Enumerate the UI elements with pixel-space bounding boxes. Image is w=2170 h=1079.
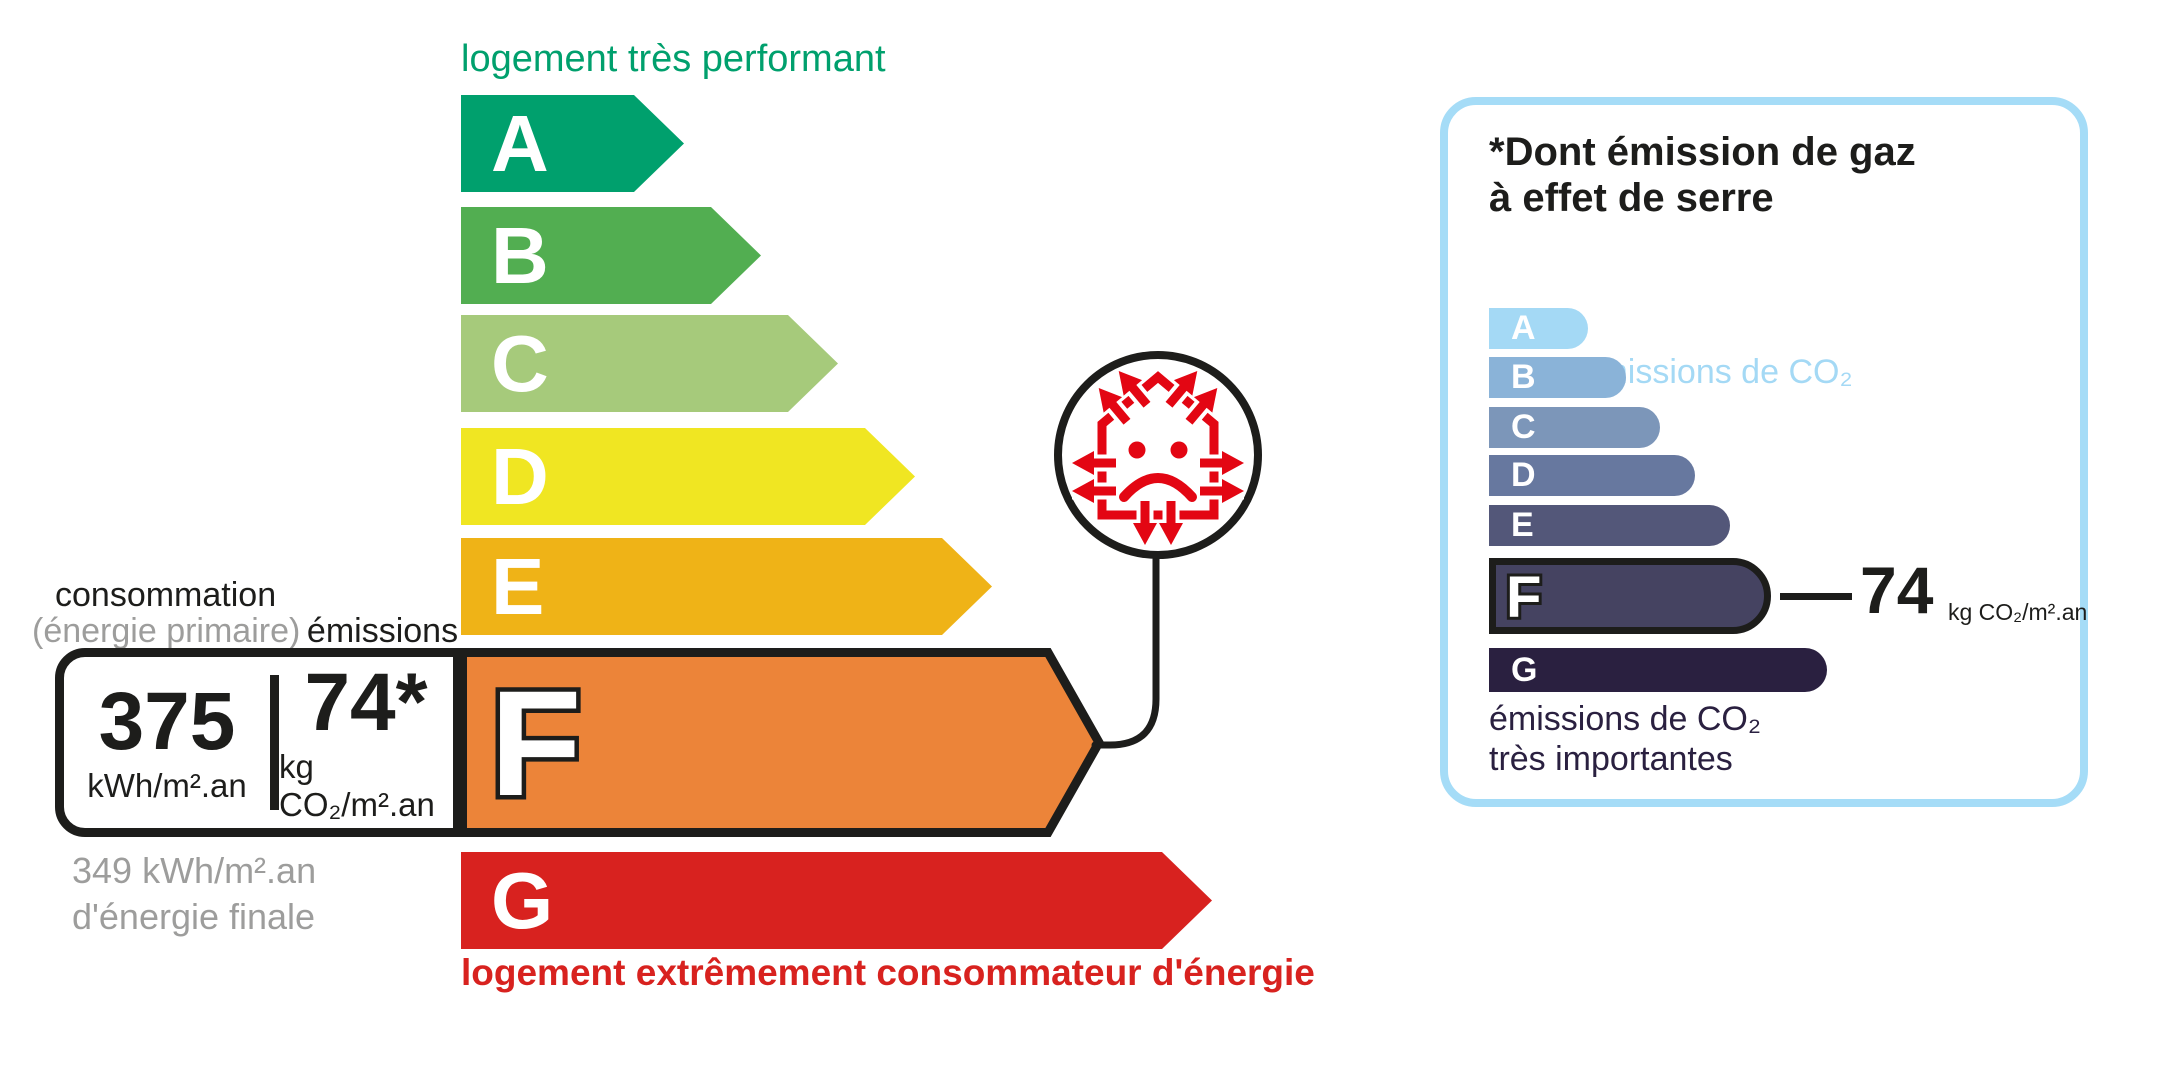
heat-loss-arrows [1072, 365, 1244, 545]
co2-bar-b: B [1489, 357, 1626, 398]
emissions-header: émissions [306, 612, 459, 650]
energy-arrow-e-letter: E [491, 542, 545, 631]
energy-arrow-a-letter: A [491, 99, 549, 188]
energy-arrow-d-letter: D [491, 432, 549, 521]
energy-arrow-f-letter: F [490, 659, 582, 827]
co2-bar-f-letter: F [1506, 565, 1541, 627]
consumption-header: consommation [55, 576, 277, 614]
energy-arrow-c-letter: C [491, 319, 549, 408]
energy-arrow-b: B [461, 207, 761, 304]
co2-bar-e: E [1489, 505, 1730, 546]
final-energy-note: 349 kWh/m².an d'énergie finale [72, 850, 317, 938]
energy-arrow-d: D [461, 428, 915, 525]
energy-loss-house-icon [1054, 351, 1262, 749]
emissions-value: 74* [304, 656, 428, 748]
co2-bar-e-letter: E [1511, 506, 1534, 544]
energy-arrow-c: C [461, 315, 838, 412]
co2-bar-g-letter: G [1511, 651, 1538, 689]
left-eye [1128, 441, 1146, 459]
co2-bar-d: D [1489, 455, 1695, 496]
sad-face [1119, 441, 1197, 502]
co2-bar-g: G [1489, 648, 1827, 692]
co2-bar-a: A [1489, 308, 1588, 349]
co2-bar-c-letter: C [1511, 408, 1536, 446]
bottom-performance-label: logement extrêmement consommateur d'éner… [461, 952, 1315, 993]
emissions-unit: kg CO₂/m².an [279, 747, 435, 823]
co2-bar-a-letter: A [1511, 309, 1536, 347]
value-box-divider [270, 675, 279, 810]
co2-high-label: émissions de CO₂ très importantes [1489, 700, 1762, 779]
house-outline [1097, 371, 1219, 520]
energy-arrow-f-shape [458, 648, 1105, 837]
energy-arrow-b-letter: B [491, 211, 549, 300]
co2-emissions-panel: *Dont émission de gaz à effet de serre p… [1440, 97, 2088, 807]
consumption-cell: 375 kWh/m².an [64, 657, 270, 828]
energy-arrow-f: F [458, 648, 1105, 837]
top-performance-label: logement très performant [461, 38, 886, 80]
badge-connector-line [1091, 555, 1160, 749]
sad-house [1072, 365, 1244, 545]
primary-energy-header: (énergie primaire) [32, 612, 301, 650]
consumption-unit: kWh/m².an [87, 766, 247, 804]
co2-bar-c: C [1489, 407, 1660, 448]
co2-panel-title: *Dont émission de gaz à effet de serre [1489, 130, 1916, 220]
consumption-value: 375 [98, 675, 236, 767]
energy-arrow-e: E [461, 538, 992, 635]
frown-mouth [1119, 473, 1197, 502]
right-eye [1170, 441, 1188, 459]
co2-value: 74 [1860, 553, 1934, 627]
co2-bar-f-letter-svg: F [1503, 562, 1544, 633]
energy-arrow-a: A [461, 95, 684, 192]
rating-value-box: 375 kWh/m².an 74* kg CO₂/m².an [55, 648, 462, 837]
co2-bar-d-letter: D [1511, 456, 1536, 494]
emissions-cell: 74* kg CO₂/m².an [279, 657, 453, 828]
energy-arrow-g: G [461, 852, 1212, 949]
co2-value-dash [1780, 593, 1852, 600]
co2-bar-f: F [1489, 558, 1771, 634]
energy-arrow-g-letter: G [491, 856, 554, 945]
co2-bar-b-letter: B [1511, 358, 1536, 396]
co2-value-unit: kg CO₂/m².an [1948, 599, 2088, 625]
